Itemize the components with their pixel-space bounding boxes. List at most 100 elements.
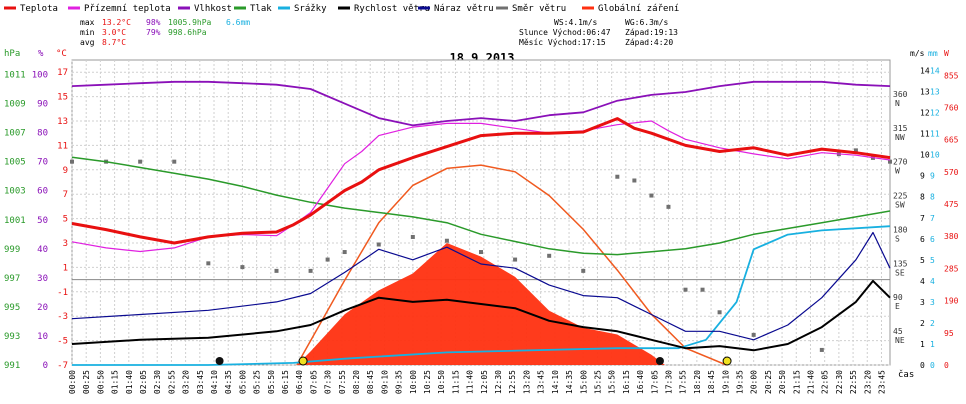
- stat-rain: 6.6mm: [226, 18, 250, 27]
- axis-unit-w: W: [944, 49, 949, 58]
- tick-time: 16:40: [636, 370, 645, 394]
- tick-time: 06:40: [295, 370, 304, 394]
- tick-time: 04:10: [210, 370, 219, 394]
- tick-ms: 7: [920, 214, 925, 223]
- tick-direction: 270: [893, 158, 908, 167]
- info-block: WS:4.1m/s WG:6.3m/s Slunce Východ:06:47 Záp…: [519, 18, 678, 47]
- tick-direction-compass: NE: [895, 336, 905, 345]
- tick-time: 05:00: [238, 370, 247, 394]
- wind-direction-point: [666, 204, 671, 209]
- tick-time: 13:20: [522, 370, 531, 394]
- tick-w: 475: [944, 200, 959, 209]
- tick-time: 15:00: [579, 370, 588, 394]
- tick-ms: 13: [920, 88, 930, 97]
- legend: Teplota Přízemní teplota Vlhkost Tlak Srážky…: [4, 4, 679, 14]
- series-humidity: [71, 80, 891, 127]
- tick-time: 06:15: [281, 370, 290, 394]
- tick-w: 190: [944, 297, 959, 306]
- tick-celsius: -1: [57, 288, 68, 298]
- tick-time: 20:50: [778, 370, 787, 394]
- wind-direction-point: [615, 174, 620, 179]
- tick-ms: 0: [920, 361, 925, 370]
- tick-ms: 5: [920, 256, 925, 265]
- tick-hpa: 1003: [4, 187, 26, 197]
- tick-direction-compass: W: [895, 167, 900, 176]
- tick-time: 22:30: [835, 370, 844, 394]
- wind-direction-point: [700, 287, 705, 292]
- tick-time: 15:50: [608, 370, 617, 394]
- wind-direction-point: [410, 234, 415, 239]
- wind-direction-point: [376, 242, 381, 247]
- tick-percent: 40: [37, 245, 48, 255]
- wind-direction-point: [649, 193, 654, 198]
- tick-hpa: 991: [4, 361, 20, 371]
- tick-w: 665: [944, 136, 959, 145]
- tick-celsius: 3: [63, 239, 68, 249]
- tick-hpa: 1011: [4, 71, 26, 81]
- tick-direction-compass: SW: [895, 201, 905, 210]
- axis-unit-hpa: hPa: [4, 49, 20, 59]
- tick-celsius: 5: [63, 215, 68, 225]
- tick-percent: 50: [37, 216, 48, 226]
- stats-block: max 13.2°C 98% 1005.9hPa 6.6mm min 3.0°C 79% 998…: [80, 18, 250, 47]
- wind-direction-point: [325, 257, 330, 262]
- tick-direction: 315: [893, 124, 908, 133]
- tick-time: 11:40: [466, 370, 475, 394]
- tick-time: 18:20: [693, 370, 702, 394]
- tick-hpa: 999: [4, 245, 20, 255]
- wind-direction-point: [342, 250, 347, 255]
- wind-direction-point: [479, 250, 483, 255]
- tick-time: 19:10: [721, 370, 730, 394]
- x-axis: 00:00 00:25 00:50 01:15 01:40 02:05 02:30 02:55…: [68, 369, 914, 394]
- tick-hpa: 995: [4, 303, 20, 313]
- sunrise-marker: [298, 356, 308, 366]
- wind-direction-point: [308, 268, 313, 273]
- tick-ms: 4: [920, 277, 925, 286]
- tick-mm: 14: [930, 67, 940, 76]
- tick-percent: 10: [37, 332, 48, 342]
- tick-mm: 5: [930, 256, 935, 265]
- tick-time: 07:55: [338, 370, 347, 394]
- info-sun-set: Západ:19:13: [625, 28, 678, 37]
- tick-mm: 13: [930, 88, 940, 97]
- tick-w: 855: [944, 71, 959, 80]
- legend-item: Směr větru: [512, 4, 566, 14]
- info-moon-rise: Měsíc Východ:17:15: [519, 38, 606, 47]
- tick-mm: 7: [930, 214, 935, 223]
- tick-time: 08:45: [366, 370, 375, 394]
- stat-press: 1005.9hPa: [168, 18, 212, 27]
- stat-label: avg: [80, 38, 95, 47]
- series-wind-gust: [71, 231, 891, 341]
- tick-time: 22:55: [849, 370, 858, 394]
- stat-hum: 79%: [146, 28, 161, 37]
- tick-w: 570: [944, 168, 959, 177]
- wind-direction-point: [581, 268, 586, 273]
- tick-time: 08:20: [352, 370, 361, 394]
- tick-mm: 2: [930, 319, 935, 328]
- legend-item: Teplota: [20, 4, 58, 14]
- tick-ms: 9: [920, 172, 925, 181]
- tick-ms: 1: [920, 340, 925, 349]
- tick-w: 95: [944, 329, 954, 338]
- stat-temp: 8.7°C: [102, 38, 126, 47]
- tick-direction: 45: [893, 327, 903, 336]
- wind-direction-point: [274, 268, 279, 273]
- tick-ms: 6: [920, 235, 925, 244]
- tick-time: 11:15: [451, 370, 460, 394]
- tick-time: 20:00: [750, 370, 759, 394]
- wind-direction-point: [206, 261, 211, 266]
- tick-time: 19:35: [735, 370, 744, 394]
- tick-time: 10:00: [409, 370, 418, 394]
- tick-time: 15:25: [593, 370, 602, 394]
- wind-direction-point: [853, 148, 858, 153]
- info-moon-set: Západ:4:20: [625, 38, 673, 47]
- tick-time: 23:45: [877, 370, 886, 394]
- tick-direction: 360: [893, 90, 908, 99]
- tick-direction: 225: [893, 192, 908, 201]
- tick-time: 04:35: [224, 370, 233, 394]
- tick-celsius: 7: [63, 190, 68, 200]
- tick-celsius: 15: [57, 93, 68, 103]
- tick-time: 09:10: [380, 370, 389, 394]
- tick-time: 01:40: [125, 370, 134, 394]
- tick-direction: 90: [893, 293, 903, 302]
